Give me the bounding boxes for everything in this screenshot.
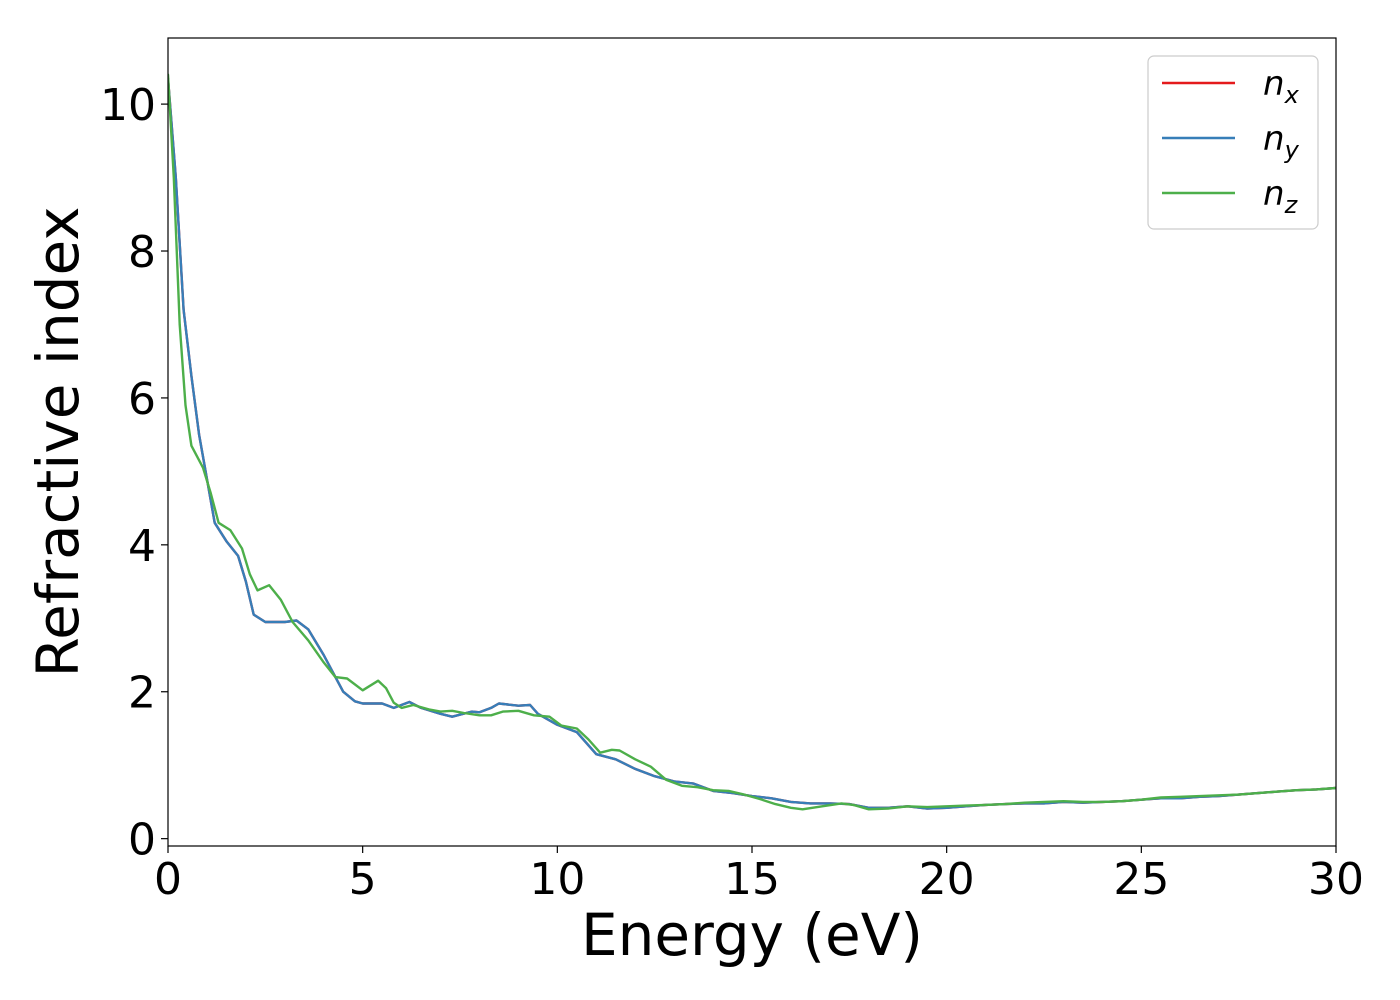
legend-label-n-z: nz	[1263, 174, 1299, 219]
legend-label-subscript: y	[1284, 136, 1300, 164]
series-layer	[168, 73, 1336, 811]
y-tick-label: 2	[128, 668, 156, 719]
plot-area	[168, 38, 1336, 846]
legend-label-main: n	[1263, 119, 1285, 159]
legend-box	[1147, 55, 1319, 230]
x-tick-label: 15	[724, 854, 780, 905]
y-axis-label: Refractive index	[24, 206, 92, 677]
y-tick-label: 0	[128, 815, 156, 866]
y-tick-label: 6	[128, 374, 156, 425]
y-tick-label: 10	[100, 80, 156, 131]
x-axis-label: Energy (eV)	[581, 901, 923, 969]
y-tick-label: 8	[128, 227, 156, 278]
legend-label-main: n	[1263, 64, 1285, 104]
y-tick-label: 4	[128, 521, 156, 572]
x-tick-label: 25	[1113, 854, 1169, 905]
x-tick-label: 5	[349, 854, 377, 905]
x-tick-label: 20	[919, 854, 975, 905]
legend-label-main: n	[1263, 174, 1285, 214]
legend-label-n-y: ny	[1263, 119, 1300, 164]
series-line-n-z	[168, 73, 1336, 811]
x-tick-label: 30	[1308, 854, 1364, 905]
legend-label-subscript: z	[1284, 191, 1299, 219]
y-axis: 0 2 4 6 8 10	[100, 80, 168, 866]
legend-label-n-x: nx	[1263, 64, 1300, 109]
legend-label-subscript: x	[1284, 81, 1300, 109]
x-axis: 0 5 10 15 20 25 30	[154, 846, 1364, 905]
x-tick-label: 0	[154, 854, 182, 905]
x-tick-label: 10	[529, 854, 585, 905]
